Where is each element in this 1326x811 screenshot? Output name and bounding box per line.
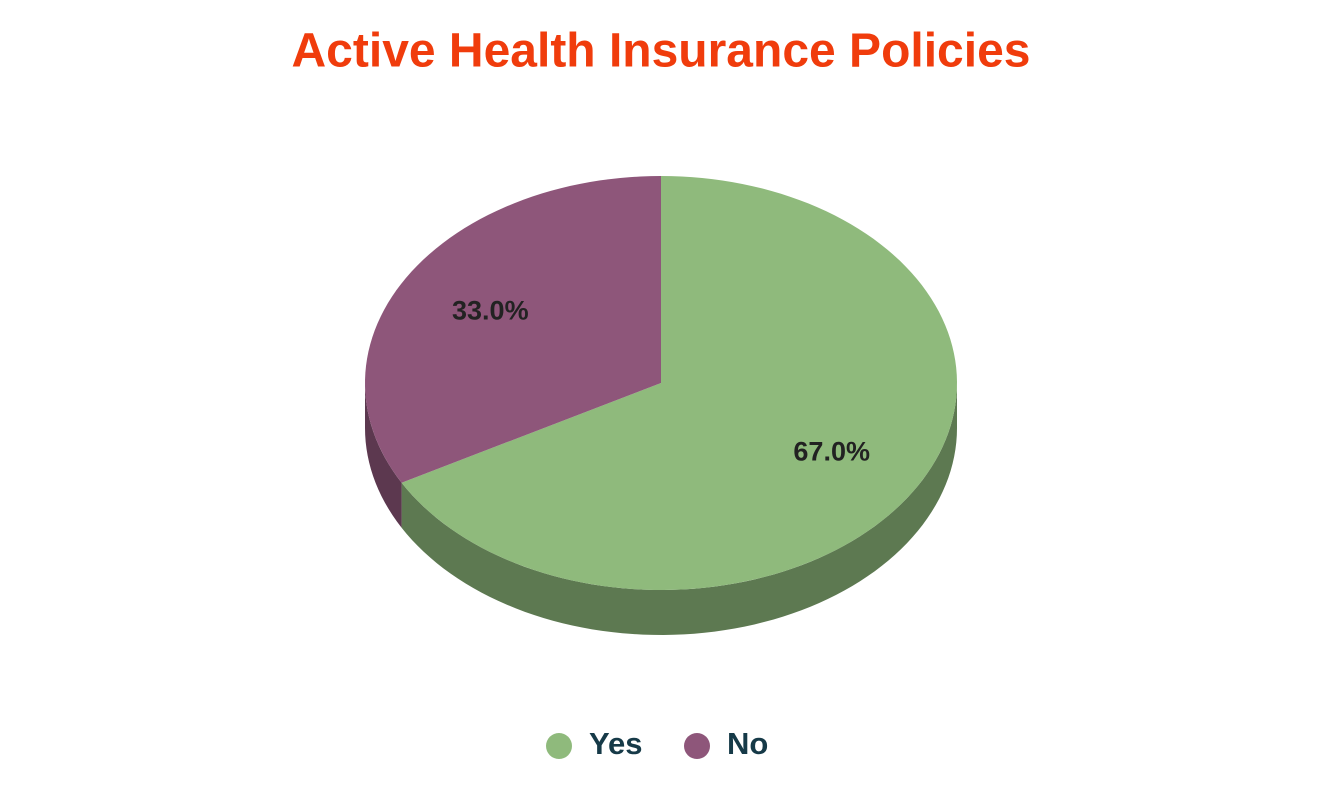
value-label: 67.0% [793, 437, 870, 467]
legend-label: No [727, 726, 768, 761]
slice [365, 176, 661, 483]
value-label: 33.0% [452, 296, 529, 326]
legend-label: Yes [589, 726, 642, 761]
chart-title: Active Health Insurance Policies [292, 25, 1031, 78]
slice-side [365, 383, 402, 528]
legend-marker [684, 733, 710, 759]
slice-side [401, 383, 957, 635]
legend-marker [546, 733, 572, 759]
slice [401, 176, 957, 590]
